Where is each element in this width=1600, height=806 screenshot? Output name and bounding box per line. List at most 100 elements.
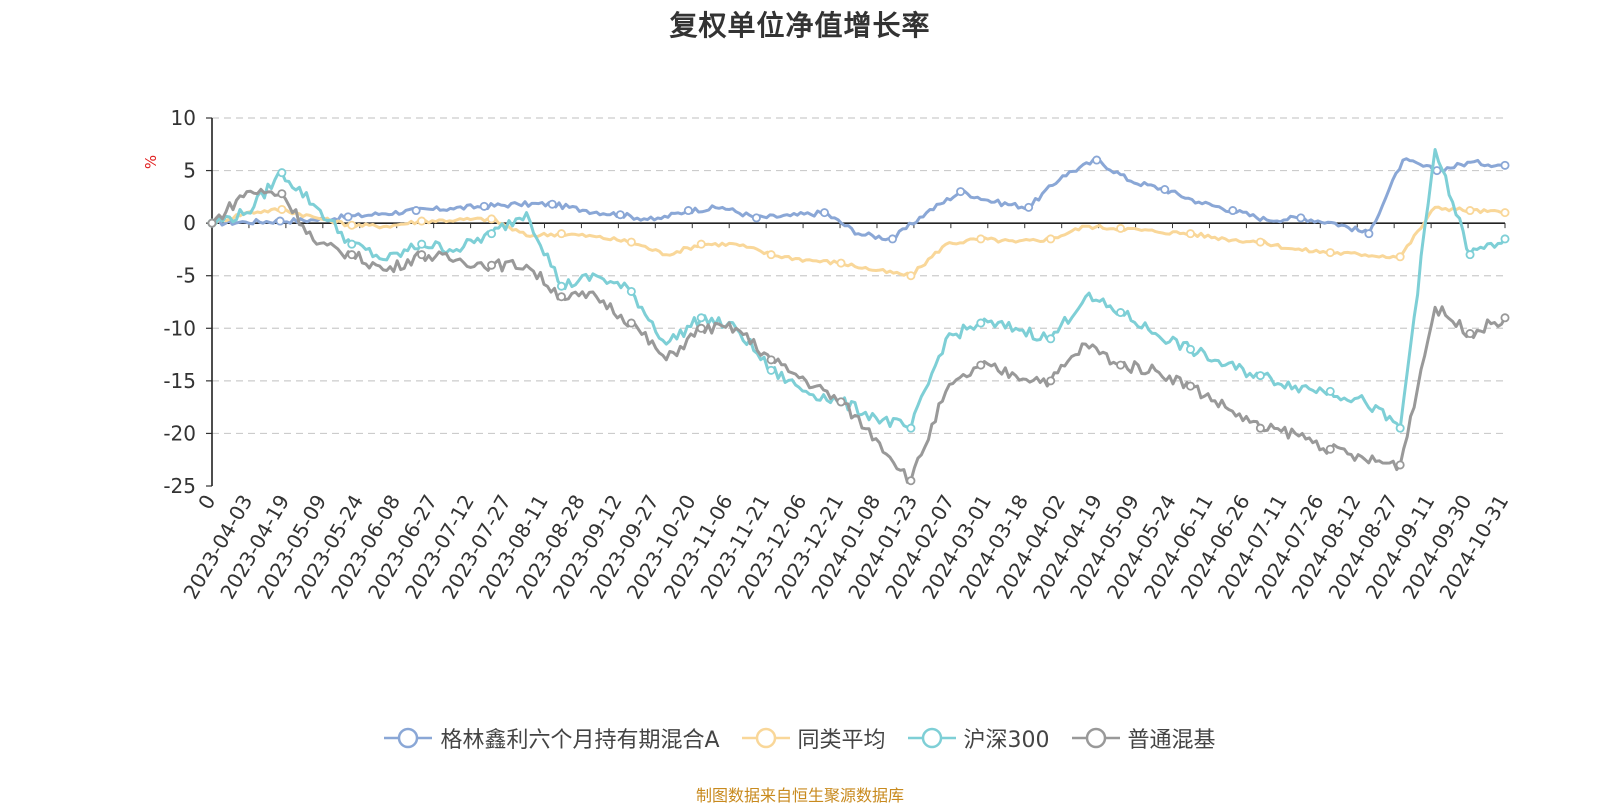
series-point — [888, 234, 898, 244]
y-tick-label: -15 — [163, 369, 196, 393]
series-line-0 — [211, 157, 1506, 242]
series-point — [556, 229, 566, 239]
legend: 格林鑫利六个月持有期混合A 同类平均 沪深300 普通混基 — [0, 722, 1600, 754]
series-point — [976, 318, 986, 328]
series-point — [347, 250, 357, 260]
series-point — [347, 220, 357, 230]
series-point — [347, 239, 357, 249]
series-point — [906, 271, 916, 281]
series-point — [547, 199, 557, 209]
series-point — [626, 286, 636, 296]
legend-marker-icon — [741, 727, 790, 749]
series-point — [277, 168, 287, 178]
series-line-3 — [210, 187, 1507, 484]
series-point — [836, 258, 846, 268]
series-point — [343, 212, 353, 222]
y-tick-label: 5 — [183, 159, 196, 183]
series-point — [1325, 386, 1335, 396]
series-point — [1500, 160, 1510, 170]
legend-marker-icon — [907, 727, 956, 749]
series-point — [1255, 237, 1265, 247]
legend-item[interactable]: 普通混基 — [1071, 722, 1216, 754]
series-point — [1092, 155, 1102, 165]
series-point — [275, 216, 285, 226]
legend-label: 普通混基 — [1127, 728, 1216, 753]
legend-marker-icon — [384, 727, 433, 749]
series-point — [836, 397, 846, 407]
series-point — [1160, 184, 1170, 194]
y-axis-unit-label: % — [142, 155, 160, 169]
series-point — [1296, 213, 1306, 223]
y-tick-label: -20 — [163, 421, 196, 445]
series-point — [1046, 234, 1056, 244]
series-point — [976, 360, 986, 370]
series-point — [417, 239, 427, 249]
source-note: 制图数据来自恒生聚源数据库 — [695, 786, 904, 805]
series-point — [487, 260, 497, 270]
y-tick-label: 10 — [171, 106, 196, 130]
legend-marker-icon — [1071, 727, 1120, 749]
legend-label: 同类平均 — [797, 728, 886, 753]
series-point — [626, 318, 636, 328]
series-point — [411, 206, 421, 216]
series-point — [277, 189, 287, 199]
series-point — [906, 423, 916, 433]
series-point — [556, 281, 566, 291]
series-point — [1325, 248, 1335, 258]
series-point — [556, 292, 566, 302]
y-tick-label: -25 — [163, 474, 196, 498]
series-point — [1465, 250, 1475, 260]
series-point — [1395, 460, 1405, 470]
series-point — [417, 216, 427, 226]
legend-item[interactable]: 沪深300 — [907, 722, 1050, 754]
series-point — [277, 204, 287, 214]
series-point — [1500, 313, 1510, 323]
series-point — [696, 239, 706, 249]
series-point — [766, 355, 776, 365]
legend-label: 格林鑫利六个月持有期混合A — [440, 728, 720, 753]
series-point — [487, 214, 497, 224]
chart-title: 复权单位净值增长率 — [669, 9, 931, 42]
series-point — [479, 201, 489, 211]
series-point — [1255, 371, 1265, 381]
y-tick-label: -10 — [163, 316, 196, 340]
series-point — [1046, 376, 1056, 386]
series-point — [766, 250, 776, 260]
series-point — [1395, 423, 1405, 433]
series-line-1 — [211, 205, 1505, 278]
series-point — [1364, 229, 1374, 239]
series-point — [766, 365, 776, 375]
legend-item[interactable]: 同类平均 — [741, 722, 886, 754]
series-point — [819, 208, 829, 218]
series-point — [1185, 229, 1195, 239]
series-point — [626, 237, 636, 247]
series-line-2 — [211, 148, 1507, 430]
series-point — [615, 210, 625, 220]
series-point — [1024, 202, 1034, 212]
series-point — [1465, 329, 1475, 339]
series-point — [417, 250, 427, 260]
series-point — [976, 234, 986, 244]
series-point — [696, 313, 706, 323]
series-point — [956, 187, 966, 197]
series-point — [696, 323, 706, 333]
series-point — [1500, 234, 1510, 244]
series-point — [1465, 206, 1475, 216]
series-point — [1046, 334, 1056, 344]
series-point — [1185, 381, 1195, 391]
series-point — [1325, 444, 1335, 454]
grid-lines — [212, 117, 1505, 435]
series-point — [1255, 423, 1265, 433]
series-point — [1185, 344, 1195, 354]
legend-item[interactable]: 格林鑫利六个月持有期混合A — [384, 722, 720, 754]
series-point — [1432, 166, 1442, 176]
axes: 1050-5-10-15-20-2502023-04-032023-04-192… — [163, 106, 1513, 603]
series-lines — [207, 148, 1510, 486]
series-point — [906, 476, 916, 486]
series-point — [207, 218, 217, 228]
legend-label: 沪深300 — [963, 728, 1050, 753]
series-point — [487, 229, 497, 239]
y-tick-label: -5 — [176, 264, 196, 288]
x-tick-label: 0 — [193, 491, 220, 514]
